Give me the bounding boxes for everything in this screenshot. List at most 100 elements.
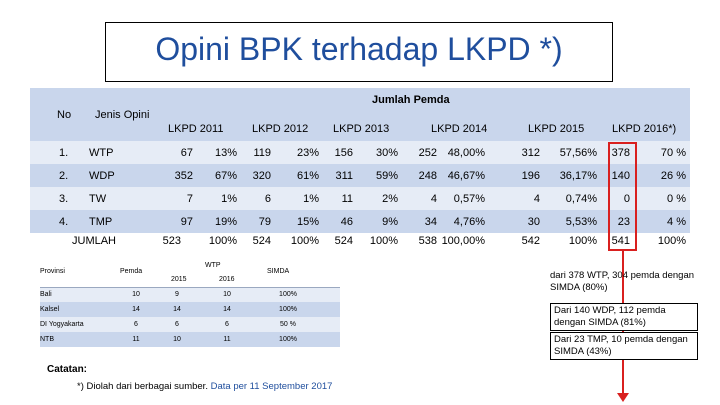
cell-count: 311 xyxy=(335,170,353,182)
cell-percent: 5,53% xyxy=(565,216,597,228)
cell-pemda: 14 xyxy=(132,306,140,313)
page-title: Opini BPK terhadap LKPD *) xyxy=(155,31,563,67)
total-percent: 100% xyxy=(290,235,319,247)
col-header-wtp: WTP xyxy=(205,262,221,269)
table-row xyxy=(40,332,340,347)
cell-wtp-2015: 14 xyxy=(173,306,181,313)
cell-wtp-2016: 14 xyxy=(223,306,231,313)
col-header-wtp-year: 2015 xyxy=(171,276,187,283)
cell-provinsi: NTB xyxy=(40,336,54,343)
cell-wtp-2016: 10 xyxy=(223,291,231,298)
table-row xyxy=(40,317,340,332)
cell-count: 34 xyxy=(424,216,437,228)
cell-count: 6 xyxy=(264,193,271,205)
cell-count: 248 xyxy=(418,170,437,182)
cell-count: 4 xyxy=(430,193,437,205)
catatan-source: *) Diolah dari berbagai sumber. xyxy=(77,381,211,392)
cell-percent: 0,74% xyxy=(565,193,597,205)
cell-count: 23 xyxy=(617,216,630,228)
catatan-label: Catatan: xyxy=(47,364,88,375)
col-header-year: LKPD 2013 xyxy=(333,123,390,135)
col-header-no: No xyxy=(57,109,72,121)
col-header-pemda: Pemda xyxy=(120,268,143,275)
cell-percent: 15% xyxy=(296,216,319,228)
cell-percent: 36,17% xyxy=(559,170,597,182)
col-header-year: LKPD 2016*) xyxy=(612,123,677,135)
simda-table: Provinsi Pemda WTP 2015 2016 SIMDA Bali 1… xyxy=(40,262,340,347)
cell-count: 320 xyxy=(252,170,271,182)
table-row xyxy=(30,210,690,233)
catatan-date: Data per 11 September 2017 xyxy=(210,381,333,392)
cell-count: 11 xyxy=(341,193,353,205)
table-header-band xyxy=(30,88,690,141)
cell-provinsi: DI Yogyakarta xyxy=(40,321,84,328)
cell-percent: 4,76% xyxy=(453,216,485,228)
cell-percent: 61% xyxy=(296,170,319,182)
cell-simda: 100% xyxy=(279,291,297,298)
row-jenis-opini: TMP xyxy=(89,216,113,228)
total-percent: 100,00% xyxy=(441,235,485,247)
cell-wtp-2015: 6 xyxy=(175,321,179,328)
total-percent: 100% xyxy=(369,235,398,247)
cell-percent: 48,00% xyxy=(447,147,485,159)
cell-wtp-2016: 11 xyxy=(223,336,231,343)
cell-percent: 26 % xyxy=(660,170,686,182)
row-number: 2. xyxy=(59,170,69,182)
total-count: 538 xyxy=(418,235,437,247)
table-row xyxy=(40,302,340,317)
cell-pemda: 11 xyxy=(132,336,140,343)
cell-percent: 13% xyxy=(214,147,237,159)
cell-percent: 9% xyxy=(382,216,398,228)
cell-provinsi: Kalsel xyxy=(40,306,60,313)
note-wtp: dari 378 WTP, 304 pemda dengan SIMDA (80… xyxy=(550,270,695,293)
cell-percent: 0,57% xyxy=(453,193,485,205)
title-box: Opini BPK terhadap LKPD *) xyxy=(105,22,613,82)
col-header-year: LKPD 2011 xyxy=(168,123,224,135)
col-header-year: LKPD 2014 xyxy=(431,123,488,135)
col-header-year: LKPD 2012 xyxy=(252,123,309,135)
col-header-jenis: Jenis Opini xyxy=(95,109,150,121)
total-percent: 100% xyxy=(208,235,237,247)
row-jenis-opini: WDP xyxy=(89,170,115,182)
total-percent: 100% xyxy=(568,235,597,247)
cell-percent: 1% xyxy=(303,193,319,205)
total-count: 541 xyxy=(611,235,630,247)
total-percent: 100% xyxy=(657,235,686,247)
cell-count: 30 xyxy=(527,216,540,228)
cell-wtp-2015: 9 xyxy=(175,291,179,298)
cell-simda: 100% xyxy=(279,336,297,343)
total-label: JUMLAH xyxy=(72,235,117,247)
cell-count: 79 xyxy=(258,216,271,228)
cell-percent: 19% xyxy=(214,216,237,228)
note-tmp: Dari 23 TMP, 10 pemda dengan SIMDA (43%) xyxy=(550,332,698,360)
cell-percent: 67% xyxy=(214,170,237,182)
cell-count: 67 xyxy=(180,147,193,159)
cell-count: 252 xyxy=(418,147,437,159)
total-count: 523 xyxy=(162,235,181,247)
divider xyxy=(40,287,340,288)
note-wdp: Dari 140 WDP, 112 pemda dengan SIMDA (81… xyxy=(550,303,698,331)
table-row xyxy=(30,141,690,164)
cell-percent: 23% xyxy=(296,147,319,159)
col-header-simda: SIMDA xyxy=(267,268,290,275)
cell-wtp-2015: 10 xyxy=(173,336,181,343)
cell-percent: 70 % xyxy=(660,147,686,159)
cell-count: 352 xyxy=(174,170,193,182)
cell-percent: 0 % xyxy=(667,193,686,205)
cell-percent: 4 % xyxy=(667,216,686,228)
cell-percent: 2% xyxy=(382,193,398,205)
table-row xyxy=(30,187,690,210)
cell-pemda: 6 xyxy=(134,321,138,328)
highlight-2016-column xyxy=(608,142,637,251)
cell-count: 7 xyxy=(186,193,193,205)
opini-table: No Jenis Opini Jumlah Pemda LKPD 2011 LK… xyxy=(30,88,690,253)
cell-count: 156 xyxy=(334,147,353,159)
cell-provinsi: Bali xyxy=(40,291,52,298)
cell-percent: 57,56% xyxy=(559,147,597,159)
col-header-jumlah-pemda: Jumlah Pemda xyxy=(372,94,450,106)
total-count: 524 xyxy=(334,235,353,247)
cell-count: 46 xyxy=(340,216,353,228)
row-jenis-opini: WTP xyxy=(89,147,114,159)
cell-percent: 30% xyxy=(375,147,398,159)
cell-simda: 50 % xyxy=(280,321,296,328)
